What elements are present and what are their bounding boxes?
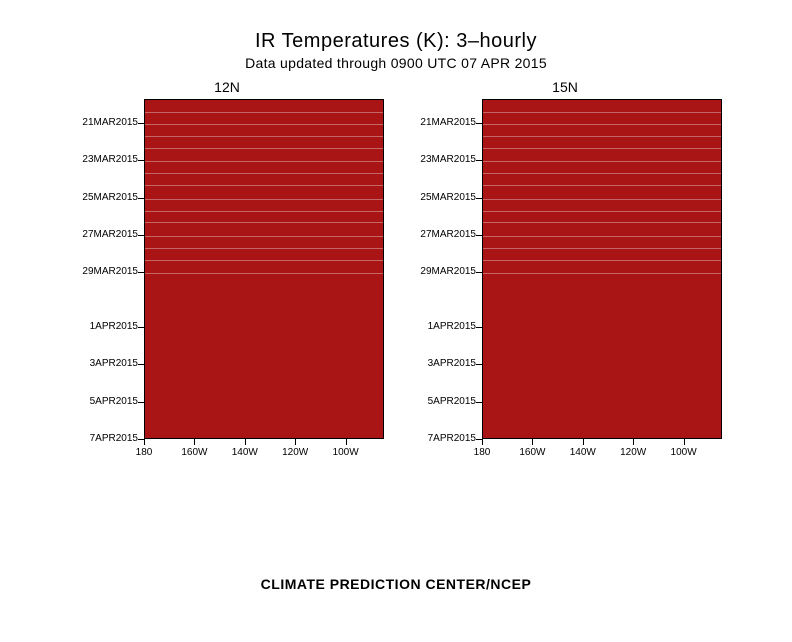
y-tick-label: 1APR2015	[428, 322, 476, 332]
y-tick-label: 5APR2015	[428, 397, 476, 407]
x-tick-label: 140W	[570, 447, 596, 458]
y-tick-label: 27MAR2015	[420, 230, 476, 240]
y-tick-label: 7APR2015	[90, 434, 138, 444]
y-tick-label: 29MAR2015	[420, 267, 476, 277]
x-tick-label: 120W	[620, 447, 646, 458]
heatmap-fill	[145, 100, 383, 438]
chart-title: IR Temperatures (K): 3–hourly	[0, 30, 792, 53]
y-axis-labels: 21MAR2015 23MAR2015 25MAR2015 27MAR2015 29MA…	[70, 99, 138, 439]
x-tick-label: 180	[474, 447, 491, 458]
y-tick-label: 27MAR2015	[82, 230, 138, 240]
plot-area	[144, 99, 384, 439]
x-tick-label: 160W	[519, 447, 545, 458]
x-ticks	[482, 439, 722, 447]
y-tick-label: 3APR2015	[90, 359, 138, 369]
y-tick-label: 23MAR2015	[82, 155, 138, 165]
y-tick-label: 5APR2015	[90, 397, 138, 407]
heatmap-fill	[483, 100, 721, 438]
y-axis-labels: 21MAR2015 23MAR2015 25MAR2015 27MAR2015 29MA…	[408, 99, 476, 439]
x-ticks	[144, 439, 384, 447]
plot-area	[482, 99, 722, 439]
panel-title: 12N	[70, 79, 384, 95]
y-tick-label: 21MAR2015	[82, 118, 138, 128]
y-tick-label: 25MAR2015	[82, 193, 138, 203]
y-tick-label: 29MAR2015	[82, 267, 138, 277]
x-tick-label: 180	[136, 447, 153, 458]
y-tick-label: 21MAR2015	[420, 118, 476, 128]
x-tick-label: 140W	[232, 447, 258, 458]
y-tick-label: 23MAR2015	[420, 155, 476, 165]
x-tick-label: 160W	[181, 447, 207, 458]
panel-15n: 15N 21MAR2015 23MAR2015 25MAR2015 27MAR2015…	[408, 79, 722, 463]
chart-subtitle: Data updated through 0900 UTC 07 APR 201…	[0, 55, 792, 71]
panel-title: 15N	[408, 79, 722, 95]
y-tick-label: 3APR2015	[428, 359, 476, 369]
footer-text: CLIMATE PREDICTION CENTER/NCEP	[0, 576, 792, 592]
x-axis-labels: 180160W140W120W100W	[144, 447, 384, 463]
x-tick-label: 120W	[282, 447, 308, 458]
chart-row: 12N 21MAR2015 23MAR2015 25MAR2015 27MAR2015…	[0, 79, 792, 463]
y-tick-label: 25MAR2015	[420, 193, 476, 203]
y-tick-label: 7APR2015	[428, 434, 476, 444]
x-tick-label: 100W	[671, 447, 697, 458]
x-tick-label: 100W	[333, 447, 359, 458]
y-tick-label: 1APR2015	[90, 322, 138, 332]
x-axis-labels: 180160W140W120W100W	[482, 447, 722, 463]
panel-12n: 12N 21MAR2015 23MAR2015 25MAR2015 27MAR2015…	[70, 79, 384, 463]
